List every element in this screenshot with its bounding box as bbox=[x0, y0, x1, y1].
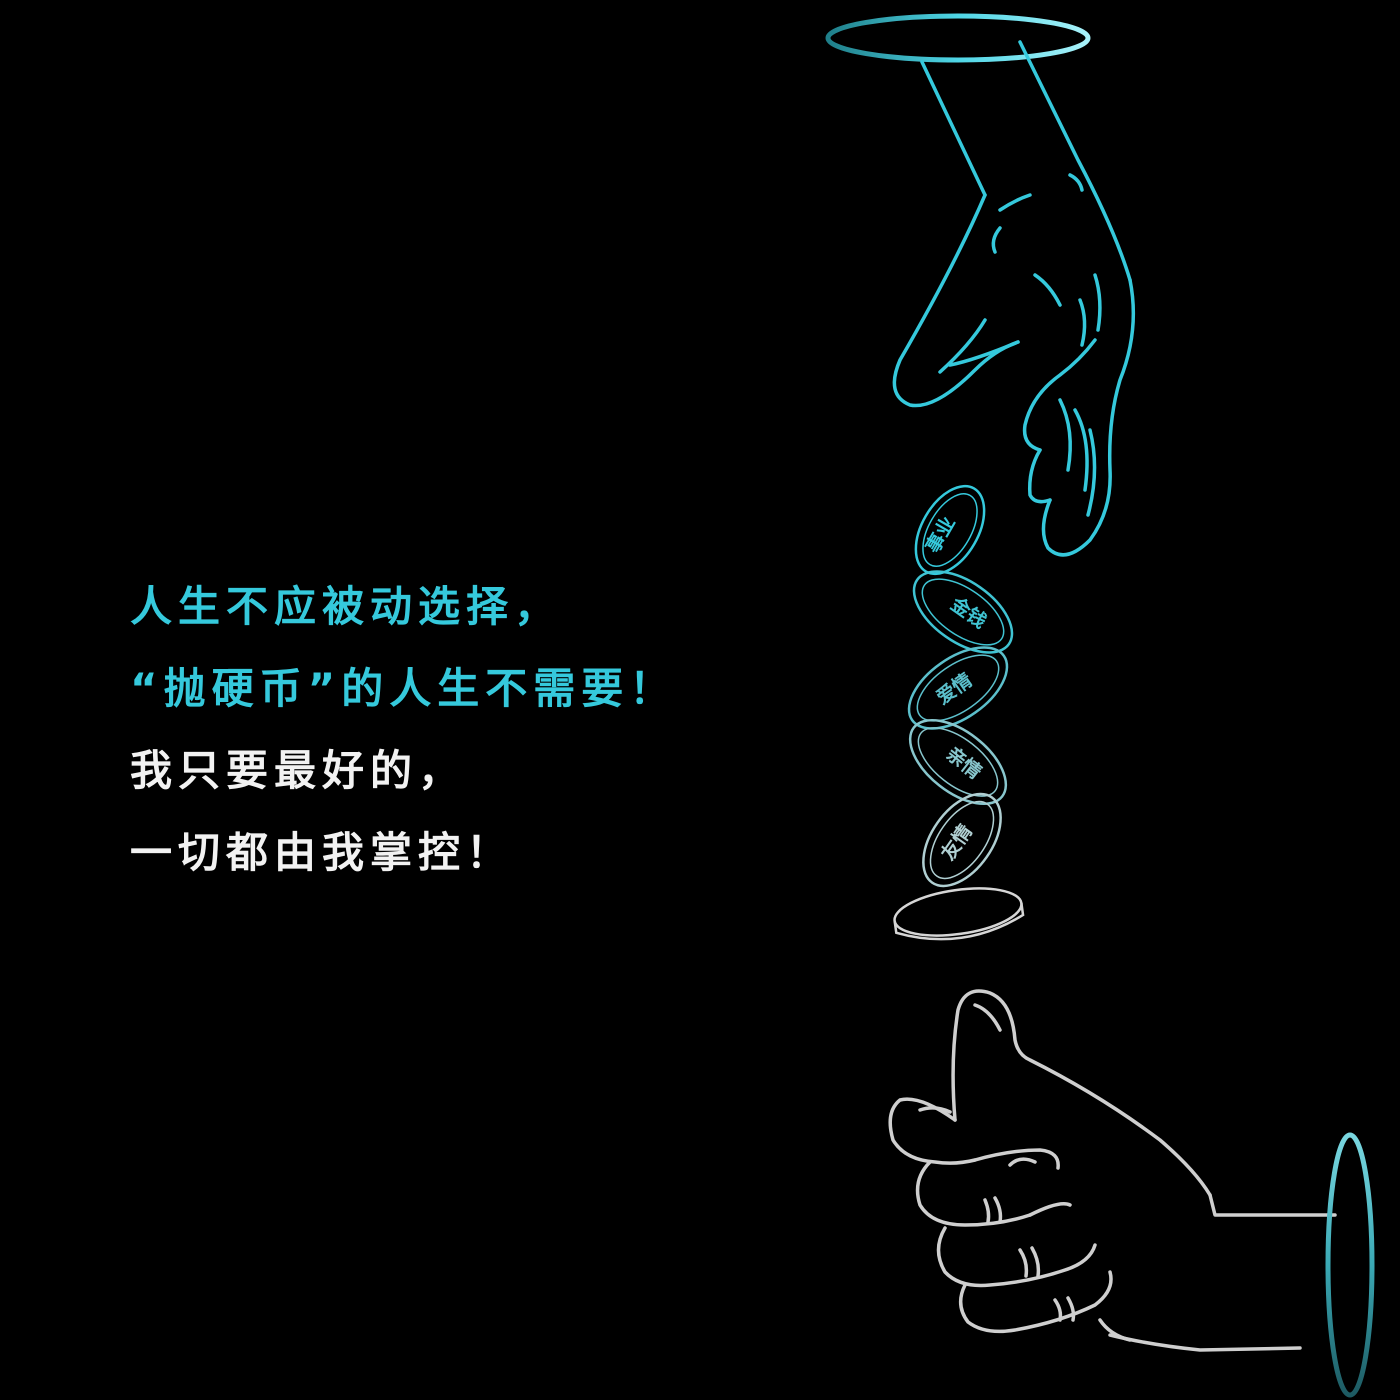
coin-stack bbox=[893, 484, 1025, 941]
coin-icon bbox=[914, 484, 986, 576]
coin-icon bbox=[922, 792, 1002, 888]
coin-label: 事业 bbox=[921, 513, 960, 557]
slogan-line-4: 一切都由我掌控！ bbox=[130, 828, 515, 877]
coin-label: 金钱 bbox=[946, 592, 991, 633]
portal-ring-icon bbox=[1325, 1132, 1375, 1398]
coin-icon bbox=[912, 570, 1014, 654]
coin-icon bbox=[908, 718, 1008, 806]
portal-ring-icon bbox=[825, 13, 1091, 63]
coin-icon bbox=[893, 887, 1025, 941]
slogan-line-3: 我只要最好的， bbox=[130, 746, 467, 795]
coin-icon bbox=[907, 646, 1009, 730]
hand-thumb-up-icon bbox=[888, 989, 1337, 1352]
coin-label: 亲情 bbox=[942, 742, 986, 784]
slogan-text: 人生不应被动选择， “抛硬币”的人生不需要！ 我只要最好的， 一切都由我掌控！ bbox=[130, 566, 677, 894]
hand-dropping-icon bbox=[892, 40, 1136, 557]
slogan-line-1: 人生不应被动选择， bbox=[130, 582, 563, 631]
slogan-line-2: “抛硬币”的人生不需要！ bbox=[130, 664, 678, 713]
